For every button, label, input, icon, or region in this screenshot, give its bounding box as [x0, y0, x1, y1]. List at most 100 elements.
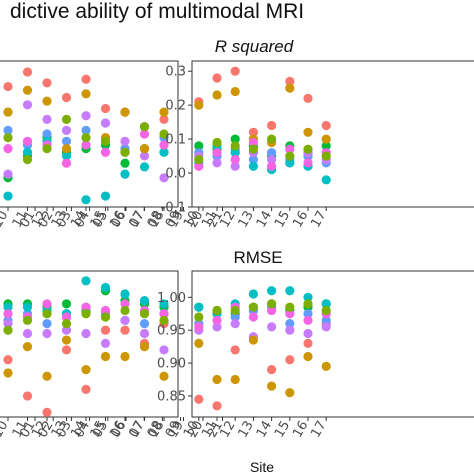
- data-point: [267, 161, 277, 171]
- data-point: [139, 309, 150, 319]
- x-tick-label: 04: [72, 419, 93, 441]
- data-point: [194, 161, 204, 171]
- data-point: [285, 309, 295, 319]
- data-point: [3, 133, 13, 143]
- data-point: [22, 154, 33, 165]
- data-point: [139, 144, 150, 154]
- x-tick-label: 02: [35, 419, 56, 441]
- panel-frame: [191, 270, 474, 418]
- data-point: [321, 322, 331, 332]
- data-point: [61, 151, 72, 161]
- data-point: [230, 161, 240, 171]
- data-point: [285, 76, 295, 86]
- x-tick-label: 16: [290, 209, 311, 231]
- data-point: [194, 312, 204, 322]
- y-tick-label: 0.2: [165, 99, 186, 114]
- x-tick-label: 11: [10, 209, 31, 231]
- x-tick-label: 08: [145, 209, 166, 231]
- data-point: [303, 292, 313, 302]
- data-point: [321, 299, 331, 309]
- data-point: [81, 365, 91, 375]
- data-point: [3, 309, 13, 319]
- data-point: [3, 191, 13, 201]
- data-point: [120, 315, 130, 325]
- data-point: [81, 111, 91, 121]
- data-point: [285, 355, 295, 365]
- data-point: [22, 136, 33, 146]
- data-point: [139, 328, 150, 339]
- data-point: [303, 351, 313, 362]
- data-point: [285, 325, 295, 335]
- data-point: [267, 305, 277, 316]
- data-point: [194, 154, 204, 165]
- x-tick-label: 03: [54, 209, 75, 231]
- data-point: [321, 120, 331, 131]
- data-point: [230, 374, 240, 385]
- data-point: [248, 302, 258, 312]
- data-point: [179, 155, 188, 164]
- x-tick-label: 10: [0, 419, 11, 441]
- data-point: [120, 351, 130, 362]
- points-group: [194, 286, 331, 411]
- x-tick-label: 16: [107, 419, 128, 441]
- data-point: [230, 141, 240, 151]
- data-point: [303, 158, 313, 168]
- x-tick-label: 15: [88, 419, 109, 441]
- data-point: [61, 136, 72, 146]
- data-point: [285, 158, 295, 168]
- x-tick-label: 18: [146, 209, 167, 231]
- data-point: [42, 144, 52, 154]
- x-tick-label: 02: [35, 209, 56, 231]
- y-tick-label: 0.85: [157, 389, 186, 404]
- data-point: [81, 384, 91, 394]
- data-point: [230, 345, 240, 355]
- x-tick-label: 20: [185, 419, 206, 441]
- x-tick-label: 17: [308, 209, 329, 231]
- data-point: [303, 328, 313, 339]
- data-point: [100, 325, 111, 335]
- data-point: [3, 355, 13, 365]
- data-point: [159, 309, 169, 319]
- data-point: [81, 276, 91, 286]
- data-point: [159, 345, 169, 355]
- data-point: [3, 319, 13, 329]
- data-point: [267, 365, 277, 375]
- data-point: [321, 151, 331, 161]
- x-tick-label: 09: [163, 419, 184, 441]
- data-point: [61, 319, 72, 329]
- data-point: [22, 302, 33, 312]
- data-point: [285, 83, 295, 93]
- data-point: [139, 342, 150, 352]
- data-point: [81, 328, 91, 339]
- data-point: [179, 312, 188, 321]
- data-point: [100, 305, 111, 316]
- data-point: [179, 372, 188, 381]
- data-point: [120, 107, 130, 117]
- figure-title: dictive ability of multimodal MRI: [10, 0, 304, 23]
- data-point: [100, 191, 111, 201]
- x-tick-label: 10: [181, 419, 202, 441]
- data-point: [159, 140, 169, 150]
- data-point: [230, 66, 240, 76]
- data-point: [321, 315, 331, 325]
- x-tick-label: 14: [68, 209, 89, 231]
- data-point: [212, 90, 222, 100]
- x-tick-label: 19: [166, 209, 187, 231]
- x-tick-label: 15: [88, 209, 109, 231]
- panel-title-rmse: RMSE: [233, 248, 282, 267]
- data-point: [3, 144, 13, 154]
- data-point: [42, 319, 52, 329]
- x-tick-label: 08: [145, 419, 166, 441]
- x-tick-label: 13: [49, 419, 70, 441]
- x-tick-label: 05: [90, 209, 111, 231]
- data-point: [248, 312, 258, 322]
- data-point: [3, 325, 13, 335]
- data-point: [248, 289, 258, 299]
- x-tick-label: 12: [217, 209, 238, 231]
- data-point: [194, 394, 204, 404]
- data-point: [285, 144, 295, 154]
- data-point: [61, 114, 72, 124]
- data-point: [179, 306, 188, 315]
